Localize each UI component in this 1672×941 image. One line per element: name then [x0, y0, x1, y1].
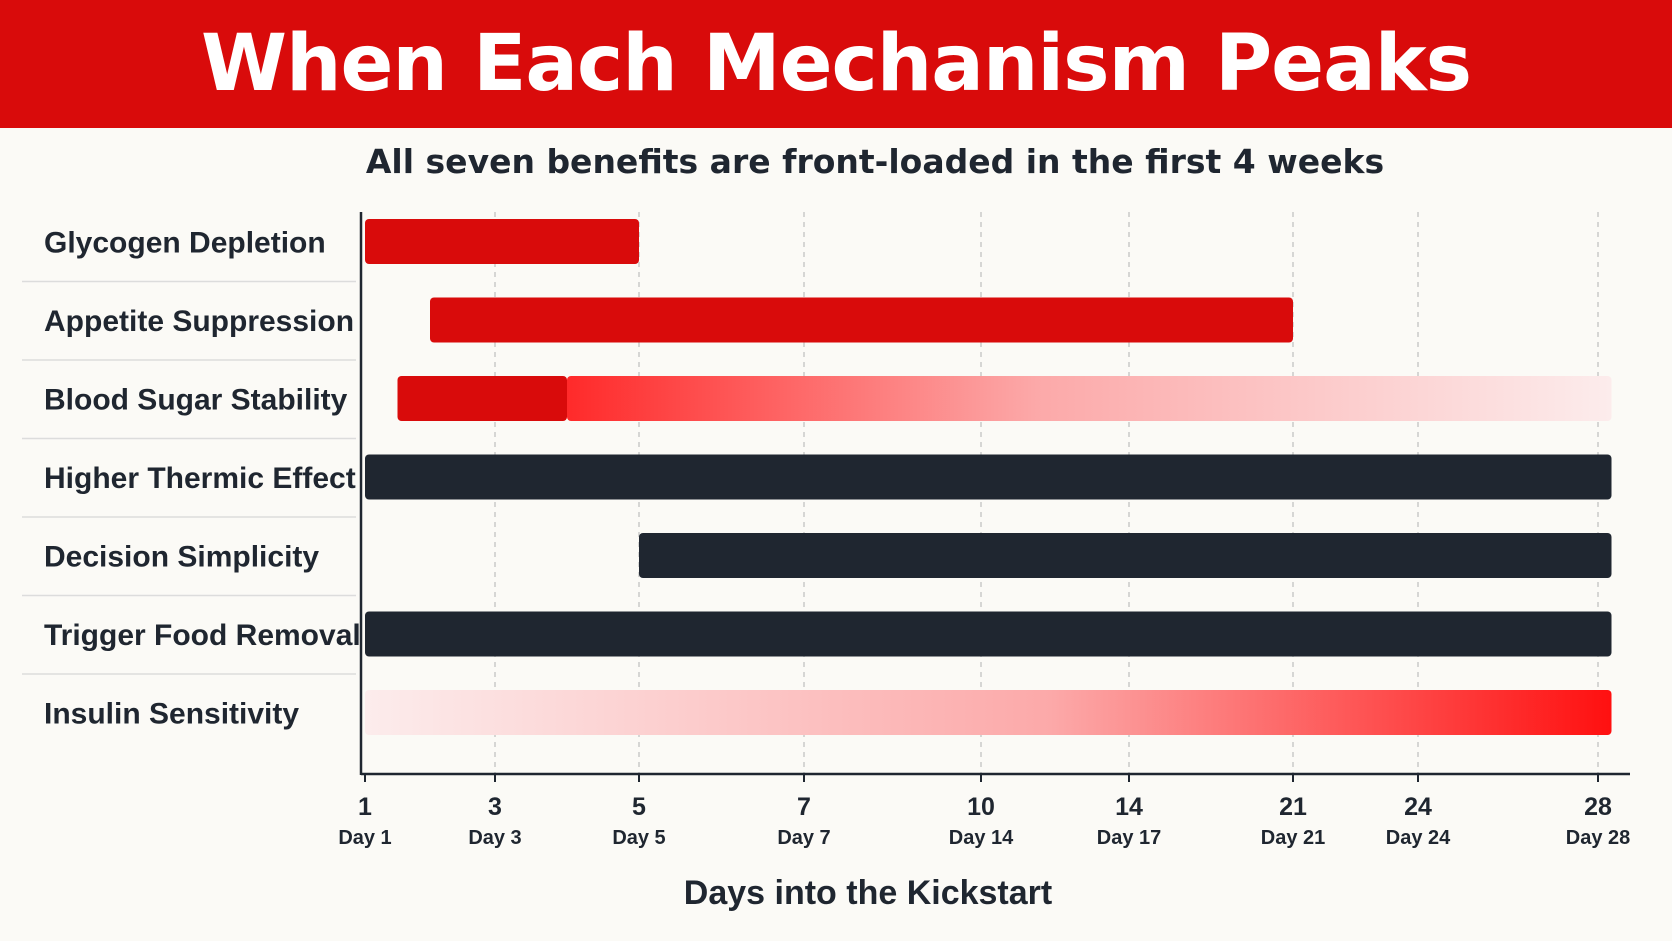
bar-segment [397, 376, 567, 421]
x-tick-label: 14 [1115, 793, 1143, 821]
row-label: Trigger Food Removal [44, 619, 361, 652]
x-tick-sublabel: Day 1 [338, 827, 391, 849]
x-tick-sublabel: Day 24 [1386, 827, 1451, 849]
bar-segment [365, 219, 639, 264]
x-tick-label: 5 [632, 793, 646, 821]
bar-segment [567, 376, 1612, 421]
x-tick-sublabel: Day 3 [468, 827, 521, 849]
x-tick-label: 7 [797, 793, 811, 821]
x-tick-sublabel: Day 17 [1097, 827, 1162, 849]
bar-segment [639, 533, 1612, 578]
bars [365, 219, 1612, 735]
row-separators [22, 280, 356, 675]
x-tick-sublabel: Day 7 [777, 827, 830, 849]
bar-segment [430, 297, 1293, 343]
bar-segment [365, 690, 1612, 735]
x-tick-sublabel: Day 21 [1261, 827, 1326, 849]
x-axis: 1 Day 1 3 Day 3 5 Day 5 7 Day 7 10 Day 14 14 Day 17… [338, 212, 1630, 849]
row-label: Blood Sugar Stability [44, 384, 348, 417]
chart-subtitle: All seven benefits are front-loaded in t… [365, 142, 1385, 181]
row-label: Decision Simplicity [44, 541, 319, 574]
row-label: Appetite Suppression [44, 305, 354, 338]
row-label: Higher Thermic Effect [44, 462, 356, 495]
x-axis-label: Days into the Kickstart [684, 874, 1052, 912]
x-tick-sublabel: Day 14 [949, 827, 1014, 849]
row-labels: Glycogen Depletion Appetite Suppression Bl… [44, 227, 361, 731]
x-tick-label: 24 [1404, 793, 1432, 821]
bar-segment [365, 611, 1612, 657]
row-label: Insulin Sensitivity [44, 698, 299, 731]
x-tick-label: 3 [488, 793, 502, 821]
row-label: Glycogen Depletion [44, 227, 326, 260]
bar-segment [365, 454, 1612, 500]
x-tick-label: 21 [1279, 793, 1307, 821]
x-tick-label: 10 [967, 793, 995, 821]
x-tick-label: 1 [358, 793, 372, 821]
x-tick-sublabel: Day 5 [612, 827, 665, 849]
x-tick-sublabel: Day 28 [1566, 827, 1631, 849]
x-tick-label: 28 [1584, 793, 1612, 821]
chart-title: When Each Mechanism Peaks [200, 19, 1472, 109]
title-banner: When Each Mechanism Peaks [0, 0, 1672, 128]
